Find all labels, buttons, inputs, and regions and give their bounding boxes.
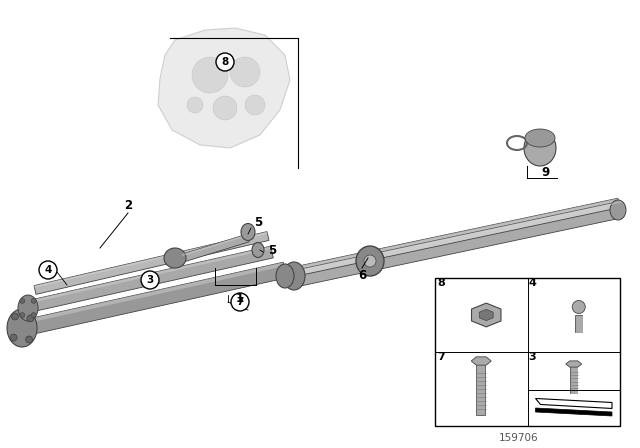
Text: 4: 4 <box>529 278 536 288</box>
Ellipse shape <box>524 130 556 166</box>
Polygon shape <box>536 408 612 416</box>
Text: 5: 5 <box>268 244 276 257</box>
Polygon shape <box>13 262 284 326</box>
Polygon shape <box>288 198 619 273</box>
Ellipse shape <box>7 309 37 347</box>
Ellipse shape <box>610 200 626 220</box>
Polygon shape <box>182 234 248 256</box>
Text: 159706: 159706 <box>499 433 539 443</box>
Ellipse shape <box>283 262 305 290</box>
Text: 8: 8 <box>221 57 228 67</box>
Text: 5: 5 <box>254 215 262 228</box>
Polygon shape <box>13 262 287 338</box>
Text: 7: 7 <box>437 352 445 362</box>
Ellipse shape <box>572 301 585 314</box>
Polygon shape <box>182 234 249 262</box>
Circle shape <box>141 271 159 289</box>
Circle shape <box>230 57 260 87</box>
Circle shape <box>192 57 228 93</box>
Circle shape <box>231 293 249 311</box>
Circle shape <box>39 261 57 279</box>
Circle shape <box>31 298 36 303</box>
Text: 9: 9 <box>541 165 549 178</box>
Ellipse shape <box>276 264 294 288</box>
Text: 3: 3 <box>529 352 536 362</box>
Polygon shape <box>291 201 623 277</box>
Polygon shape <box>34 232 268 288</box>
Polygon shape <box>472 303 501 327</box>
Text: 2: 2 <box>124 198 132 211</box>
Circle shape <box>187 97 203 113</box>
Text: 6: 6 <box>358 268 366 281</box>
Text: 8: 8 <box>437 278 445 288</box>
Circle shape <box>27 315 34 322</box>
Polygon shape <box>20 246 271 305</box>
Circle shape <box>216 53 234 71</box>
Ellipse shape <box>252 242 264 258</box>
Circle shape <box>213 96 237 120</box>
Circle shape <box>20 298 25 303</box>
Circle shape <box>31 313 36 318</box>
Polygon shape <box>291 201 621 272</box>
Ellipse shape <box>356 246 384 276</box>
Ellipse shape <box>18 295 38 321</box>
Polygon shape <box>288 198 622 288</box>
Polygon shape <box>20 246 273 314</box>
Circle shape <box>245 95 265 115</box>
Circle shape <box>364 255 376 267</box>
Circle shape <box>10 334 17 341</box>
Circle shape <box>12 313 19 320</box>
Polygon shape <box>566 361 582 367</box>
Polygon shape <box>479 310 493 321</box>
Text: 4: 4 <box>44 265 52 275</box>
Bar <box>435 278 620 426</box>
Text: 3: 3 <box>147 275 154 285</box>
Text: 7: 7 <box>236 297 244 307</box>
Circle shape <box>20 313 25 318</box>
Ellipse shape <box>241 224 255 241</box>
Polygon shape <box>158 28 290 148</box>
Text: 1: 1 <box>236 292 244 305</box>
Circle shape <box>26 336 33 343</box>
Polygon shape <box>471 357 492 365</box>
Polygon shape <box>34 232 269 294</box>
Ellipse shape <box>164 248 186 268</box>
Ellipse shape <box>525 129 555 147</box>
